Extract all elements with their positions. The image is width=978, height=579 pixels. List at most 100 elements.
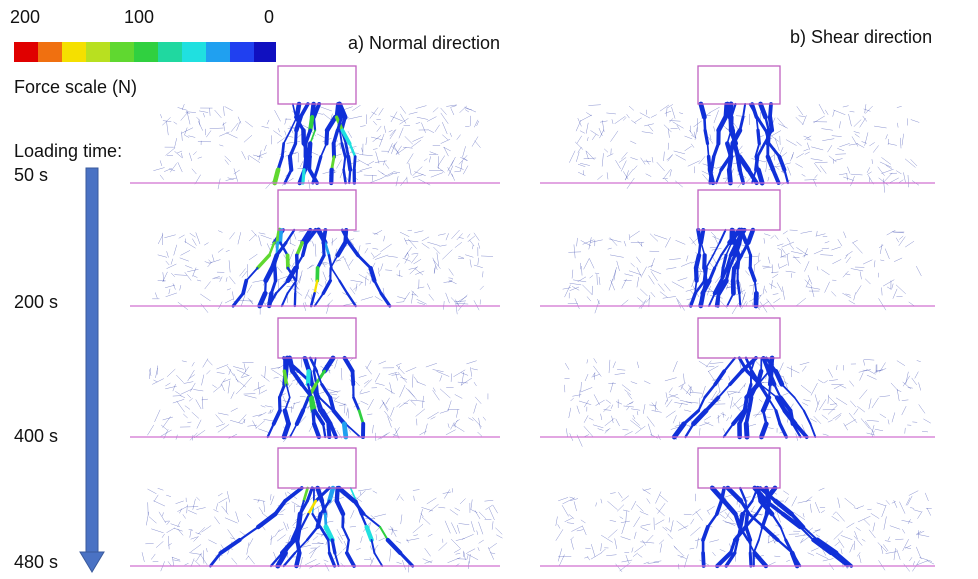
force-chain bbox=[761, 104, 766, 117]
force-chain-thin bbox=[458, 382, 468, 383]
force-chain-thin bbox=[310, 548, 316, 558]
force-chain-thin bbox=[470, 116, 471, 126]
force-chain-thin bbox=[772, 264, 773, 273]
force-chain-thin bbox=[278, 128, 279, 132]
force-chain-thin bbox=[823, 559, 834, 561]
force-chain-thin bbox=[869, 398, 871, 409]
force-chain-thin bbox=[234, 168, 238, 181]
force-chain-thin bbox=[396, 176, 398, 186]
force-chain-thin bbox=[905, 241, 914, 247]
force-chain-thin bbox=[413, 490, 420, 491]
force-chain-thin bbox=[180, 258, 189, 261]
force-chain-thin bbox=[646, 160, 649, 165]
force-chain-thin bbox=[711, 232, 716, 237]
force-chain-thin bbox=[578, 118, 582, 126]
force-chain-thin bbox=[640, 289, 647, 296]
force-chain bbox=[704, 117, 705, 130]
force-chain-thin bbox=[173, 399, 184, 403]
force-chain bbox=[718, 384, 730, 397]
force-chain-thin bbox=[446, 105, 457, 107]
force-chain bbox=[795, 398, 804, 411]
force-chain-thin bbox=[777, 283, 782, 292]
force-chain-thin bbox=[563, 288, 571, 290]
force-chain bbox=[296, 268, 297, 281]
force-chain-thin bbox=[360, 126, 366, 127]
force-chain-thin bbox=[371, 112, 376, 115]
force-chain-thin bbox=[595, 301, 599, 314]
force-chain-thin bbox=[909, 491, 918, 496]
force-chain-thin bbox=[681, 386, 691, 395]
force-chain-thin bbox=[822, 248, 829, 249]
force-chain-thin bbox=[467, 555, 468, 560]
force-chain-thin bbox=[465, 107, 477, 112]
force-chain-thin bbox=[577, 136, 582, 144]
force-chain bbox=[266, 268, 272, 281]
force-chain-thin bbox=[854, 131, 860, 133]
force-chain-thin bbox=[448, 278, 452, 279]
force-chain-thin bbox=[877, 503, 886, 506]
force-chain-thin bbox=[652, 157, 653, 162]
force-chain-thin bbox=[325, 563, 329, 571]
force-chain-thin bbox=[644, 381, 650, 384]
force-chain-thin bbox=[411, 400, 425, 401]
force-chain-thin bbox=[690, 548, 695, 549]
force-chain-thin bbox=[468, 561, 469, 569]
force-chain-thin bbox=[872, 431, 874, 438]
force-chain-thin bbox=[590, 275, 593, 278]
force-chain-thin bbox=[720, 300, 728, 308]
force-chain-thin bbox=[264, 501, 265, 512]
force-chain-thin bbox=[845, 419, 856, 426]
force-chain-thin bbox=[238, 232, 241, 244]
force-chain-thin bbox=[783, 393, 789, 395]
force-chain bbox=[705, 130, 707, 143]
force-chain-thin bbox=[616, 419, 620, 426]
force-chain-thin bbox=[919, 382, 921, 390]
force-chain-thin bbox=[384, 236, 385, 241]
force-chain-thin bbox=[880, 414, 886, 418]
force-chain-thin bbox=[691, 144, 694, 148]
force-chain-thin bbox=[193, 536, 198, 541]
force-chain-thin bbox=[220, 277, 223, 282]
force-chain-thin bbox=[197, 420, 201, 429]
force-chain-thin bbox=[622, 385, 631, 392]
force-chain-thin bbox=[192, 268, 196, 277]
force-chain-thin bbox=[391, 112, 397, 122]
force-chain-thin bbox=[377, 126, 381, 132]
force-chain bbox=[719, 117, 726, 130]
force-chain-thin bbox=[216, 424, 225, 427]
colorbar-label: 0 bbox=[264, 7, 274, 27]
force-chain-thin bbox=[271, 409, 273, 413]
force-chain-thin bbox=[691, 519, 694, 524]
force-chain-thin bbox=[469, 240, 474, 246]
force-chain-thin bbox=[400, 232, 409, 237]
force-chain-thin bbox=[852, 240, 858, 243]
force-chain-thin bbox=[183, 514, 186, 518]
force-chain bbox=[762, 514, 766, 527]
force-chain-thin bbox=[851, 174, 863, 175]
force-chain-thin bbox=[166, 261, 169, 265]
force-chain-thin bbox=[598, 429, 604, 431]
force-chain-thin bbox=[686, 402, 698, 403]
force-chain-thin bbox=[636, 257, 640, 263]
force-chain-thin bbox=[594, 358, 597, 363]
force-chain-thin bbox=[396, 147, 406, 154]
force-chain-thin bbox=[586, 123, 588, 134]
force-chain-thin bbox=[308, 180, 310, 189]
force-chain-thin bbox=[623, 510, 629, 511]
force-chain-thin bbox=[404, 238, 407, 245]
force-chain-thin bbox=[677, 521, 687, 529]
force-chain-thin bbox=[896, 171, 901, 174]
force-chain-thin bbox=[163, 416, 171, 427]
force-chain-thin bbox=[652, 402, 658, 410]
force-chain-thin bbox=[832, 136, 842, 137]
force-chain-thin bbox=[857, 506, 864, 509]
force-chain-thin bbox=[913, 561, 914, 565]
force-chain-thin bbox=[400, 377, 407, 379]
force-chain-thin bbox=[311, 278, 313, 282]
force-chain-thin bbox=[620, 563, 631, 571]
force-chain-thin bbox=[210, 108, 211, 116]
force-chain-thin bbox=[174, 245, 177, 256]
force-chain-thin bbox=[843, 232, 846, 238]
force-chain bbox=[711, 157, 713, 170]
force-chain-thin bbox=[470, 259, 471, 267]
